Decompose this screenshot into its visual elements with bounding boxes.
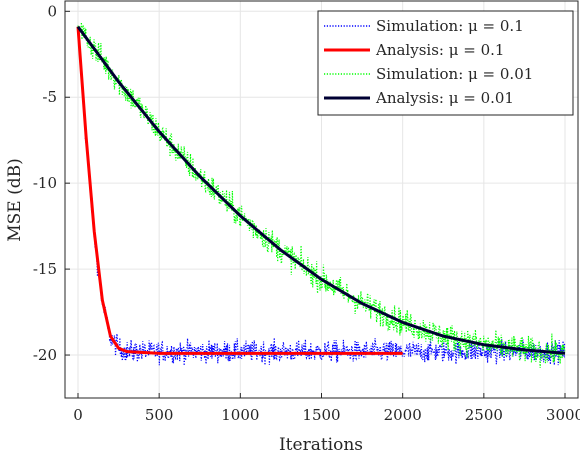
series-line-analysis [76,26,404,355]
y-tick-label: -20 [33,346,57,364]
axes: 0 500 1000 1500 2000 2500 3000 0 -5 -10 -15 -20 [33,2,580,424]
x-axis-label: Iterations [279,435,363,454]
x-tick-label: 0 [73,406,83,424]
plot-frame [64,0,579,399]
x-tick-label: 1000 [221,406,259,424]
x-tick-label: 2500 [465,406,503,424]
series-line-simulation [77,22,566,368]
y-tick-label: 0 [47,2,57,20]
x-tick-label: 2000 [384,406,422,424]
y-tick-label: -5 [42,88,57,106]
x-tick-label: 500 [145,406,174,424]
grid [65,1,578,398]
legend-label: Analysis: μ = 0.1 [375,41,504,59]
legend: Simulation: μ = 0.1 Analysis: μ = 0.1 Simu… [317,10,574,116]
y-tick-label: -10 [33,174,57,192]
x-tick-label: 3000 [546,406,580,424]
legend-label: Simulation: μ = 0.1 [376,17,524,35]
series-line-analysis [76,25,566,355]
x-tick-label: 1500 [302,406,340,424]
y-axis-label: MSE (dB) [5,158,25,242]
legend-label: Simulation: μ = 0.01 [376,65,533,83]
y-tick-label: -15 [33,260,57,278]
series-layer [76,22,566,368]
legend-label: Analysis: μ = 0.01 [375,89,514,107]
